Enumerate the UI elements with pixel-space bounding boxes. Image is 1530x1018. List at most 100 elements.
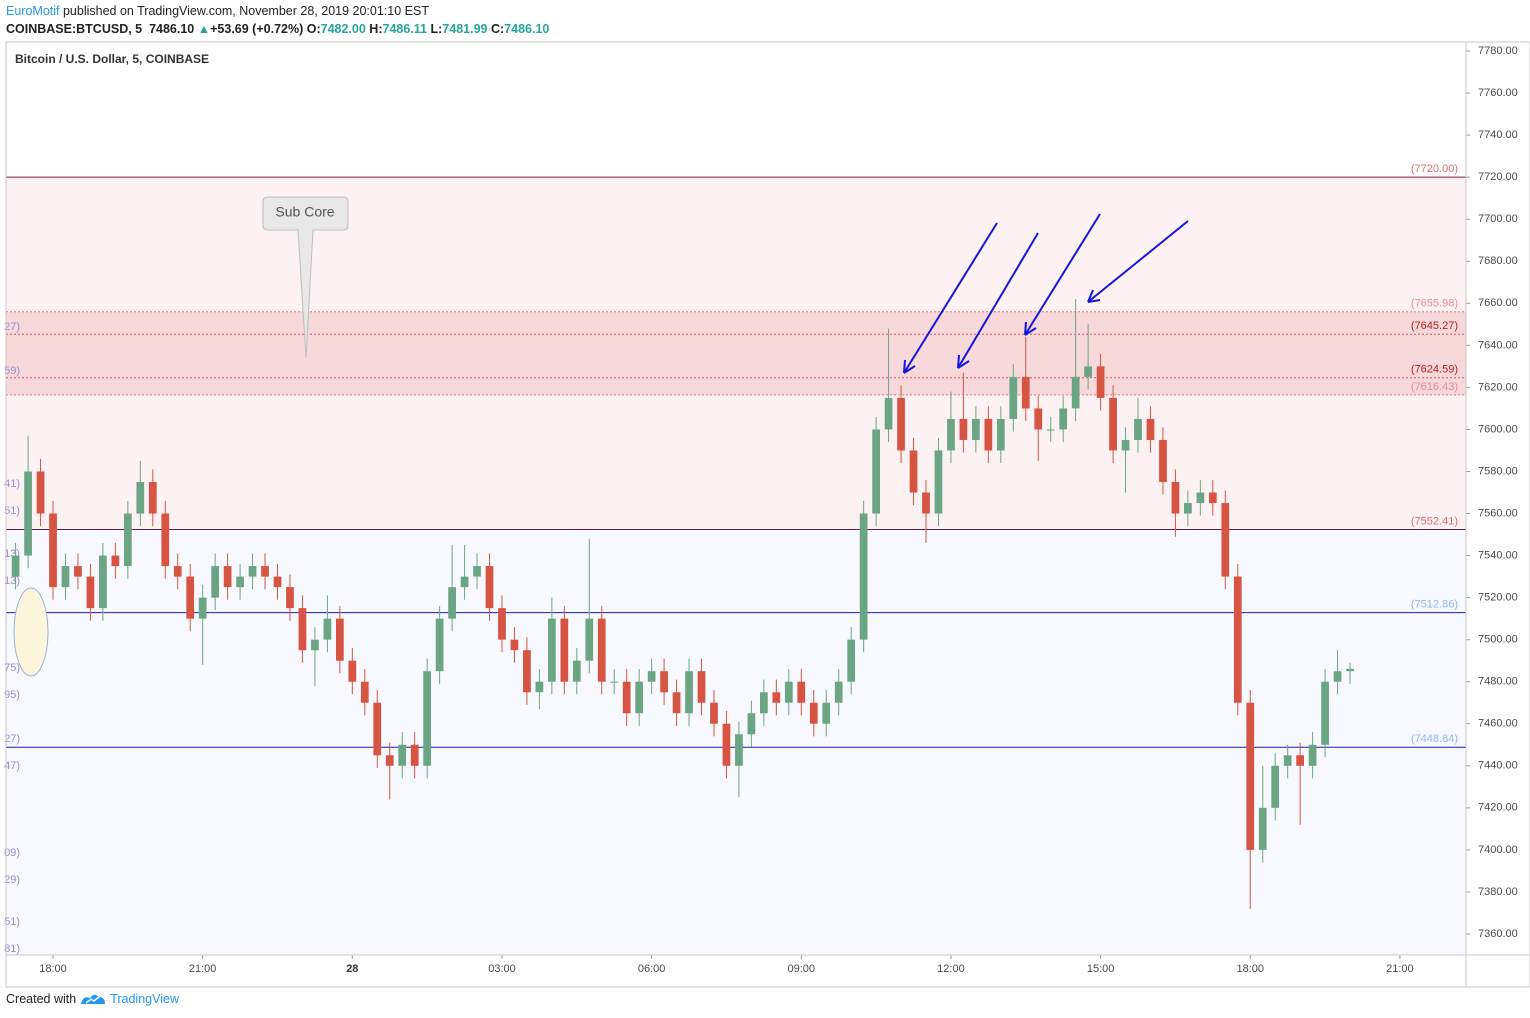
candle-body — [1271, 765, 1280, 808]
candle-body — [722, 723, 731, 766]
y-tick-label: 7600.00 — [1478, 423, 1518, 435]
callout — [262, 196, 349, 359]
candle-body — [1321, 681, 1329, 745]
candle-body — [473, 566, 481, 577]
candle-body — [1246, 702, 1255, 850]
arrow: ▲ — [197, 22, 211, 36]
left-label: 27) — [4, 733, 20, 745]
logo — [81, 994, 106, 1004]
candle-body — [1221, 503, 1230, 577]
candle-body — [760, 692, 768, 714]
left-label: 51) — [4, 505, 20, 517]
candle-body — [435, 618, 444, 672]
x-tick-label: 18:00 — [39, 963, 67, 975]
candle-body — [1146, 418, 1155, 440]
level-label: (7512.86) — [1411, 599, 1458, 611]
candle-body — [1034, 408, 1043, 430]
y-tick-label: 7480.00 — [1478, 676, 1518, 688]
author[interactable]: EuroMotif — [6, 4, 60, 18]
publish-line: EuroMotif published on TradingView.com, … — [6, 4, 429, 18]
x-tick-label: 21:00 — [189, 963, 217, 975]
callout-text: Sub Core — [275, 204, 334, 220]
candle-body — [123, 513, 132, 567]
candle-body — [610, 681, 619, 683]
candle-body — [647, 671, 656, 682]
level-label: (7645.27) — [1411, 320, 1458, 332]
candle-body — [448, 587, 456, 619]
ohlc-label: L: — [430, 22, 443, 36]
candle-body — [1121, 439, 1130, 451]
zone — [6, 311, 1466, 395]
x-tick-label: 06:00 — [638, 963, 666, 975]
candle-body — [460, 576, 469, 588]
candle-body — [1084, 366, 1092, 377]
x-tick-label: 12:00 — [937, 963, 965, 975]
candle-body — [897, 397, 905, 451]
y-tick-label: 7540.00 — [1478, 549, 1518, 561]
candle-body — [323, 618, 332, 640]
candle-body — [510, 639, 519, 651]
left-label: 95) — [4, 689, 20, 701]
candle-body — [311, 639, 319, 651]
arrow-head — [1024, 321, 1037, 336]
arrow — [957, 232, 1039, 369]
candle-body — [1208, 492, 1217, 504]
candle-body — [697, 671, 706, 703]
candle-body — [922, 492, 930, 514]
left-label: 41) — [4, 478, 20, 490]
candle-body — [984, 418, 993, 451]
candle-body — [635, 681, 644, 714]
candle-body — [572, 660, 581, 682]
last-price: 7486.10 — [149, 22, 195, 36]
candle-body — [872, 429, 880, 514]
candle-body — [498, 608, 506, 640]
candle-body — [772, 692, 781, 703]
y-tick-label: 7620.00 — [1478, 381, 1518, 393]
y-tick-label: 7360.00 — [1478, 928, 1518, 940]
y-tick-label: 7520.00 — [1478, 592, 1518, 604]
candle-body — [884, 397, 893, 430]
candle-body — [74, 566, 82, 577]
level-label: (7552.41) — [1411, 515, 1458, 527]
candle-body — [1233, 576, 1242, 703]
y-tick-label: 7420.00 — [1478, 802, 1518, 814]
candle-body — [1184, 503, 1192, 514]
candle-body — [99, 555, 107, 609]
candle-body — [198, 597, 207, 619]
candle-body — [1196, 492, 1205, 504]
y-tick-label: 7560.00 — [1478, 507, 1518, 519]
level-label: (7655.98) — [1411, 298, 1458, 310]
candle-body — [1134, 418, 1142, 440]
ohlc-label: O: — [306, 22, 321, 36]
level-label: (7616.43) — [1411, 381, 1458, 393]
candle-body — [423, 671, 432, 766]
y-tick-label: 7500.00 — [1478, 634, 1518, 646]
ohlc-label: C: — [490, 22, 505, 36]
x-tick-label: 28 — [346, 963, 358, 975]
y-tick-label: 7640.00 — [1478, 339, 1518, 351]
candle-body — [685, 671, 693, 714]
candle-body — [360, 681, 369, 703]
candle-body — [1283, 755, 1292, 766]
level-label: (7720.00) — [1411, 163, 1458, 175]
left-label: 51) — [4, 916, 20, 928]
frame — [5, 41, 1530, 988]
y-tick-label: 7780.00 — [1478, 45, 1518, 57]
brand[interactable]: TradingView — [110, 992, 179, 1006]
y-tick-label: 7760.00 — [1478, 87, 1518, 99]
candle-body — [809, 702, 818, 724]
y-tick-label: 7680.00 — [1478, 255, 1518, 267]
candle-body — [49, 513, 57, 588]
candle-body — [61, 566, 70, 588]
ohlc-label: H: — [369, 22, 383, 36]
candle-body — [1021, 376, 1030, 409]
y-tick-label: 7660.00 — [1478, 297, 1518, 309]
candle-body — [1009, 376, 1018, 419]
x-tick-label: 09:00 — [788, 963, 816, 975]
candle-body — [859, 513, 868, 640]
candle-body — [597, 618, 606, 682]
candle-body — [622, 681, 631, 714]
arrow — [903, 222, 998, 374]
candle-body — [784, 681, 793, 703]
logo-cloud — [81, 994, 106, 1004]
